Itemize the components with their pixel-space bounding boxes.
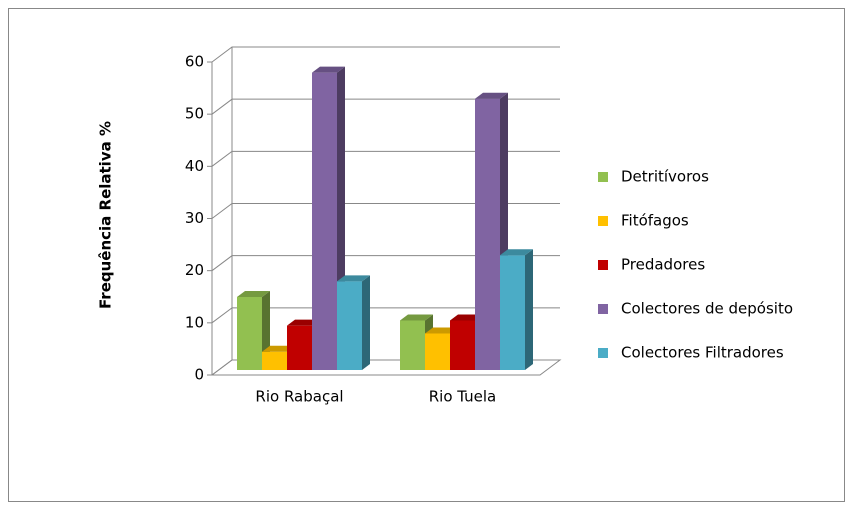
y-tick-label: 40 bbox=[185, 157, 204, 175]
bar-top bbox=[450, 314, 483, 321]
grid-line bbox=[211, 150, 560, 167]
legend-label: Colectores de depósito bbox=[621, 300, 793, 318]
legend-swatch bbox=[598, 304, 608, 314]
bar bbox=[475, 92, 508, 370]
legend-label: Detritívoros bbox=[621, 168, 709, 186]
bar-top bbox=[425, 327, 458, 334]
bar-front bbox=[500, 255, 525, 370]
bar-front bbox=[450, 320, 475, 370]
legend-swatch bbox=[598, 172, 608, 182]
bar-front bbox=[425, 333, 450, 370]
legend-swatch bbox=[598, 216, 608, 226]
bar-top bbox=[287, 319, 320, 326]
bar-top bbox=[262, 345, 295, 352]
legend-swatch bbox=[598, 260, 608, 270]
y-tick-label: 10 bbox=[185, 313, 204, 331]
grid-line bbox=[211, 46, 560, 63]
bar bbox=[337, 275, 370, 370]
bar-front bbox=[337, 281, 362, 370]
legend-label: Fitófagos bbox=[621, 212, 689, 230]
bar-front bbox=[475, 98, 500, 370]
bar-front bbox=[312, 72, 337, 371]
bar bbox=[500, 249, 533, 370]
bar-top bbox=[400, 314, 433, 321]
y-tick-label: 20 bbox=[185, 261, 204, 279]
bar-front bbox=[262, 351, 287, 370]
bar-front bbox=[237, 296, 262, 370]
bar-top bbox=[312, 66, 345, 73]
bar-top bbox=[237, 290, 270, 297]
bar-side bbox=[362, 275, 370, 370]
grid-line bbox=[211, 98, 560, 115]
grid-line bbox=[211, 255, 560, 272]
y-tick-label: 50 bbox=[185, 105, 204, 123]
grid-line bbox=[211, 307, 560, 324]
x-tick-label: Rio Tuela bbox=[429, 388, 497, 406]
bar-front bbox=[287, 325, 312, 370]
legend-label: Colectores Filtradores bbox=[621, 344, 784, 362]
y-axis-label: Frequência Relativa % bbox=[97, 121, 115, 309]
legend-swatch bbox=[598, 348, 608, 358]
y-tick-label: 0 bbox=[194, 366, 204, 384]
y-tick-label: 30 bbox=[185, 209, 204, 227]
grid-line bbox=[211, 203, 560, 219]
bar-top bbox=[337, 275, 370, 282]
bar-top bbox=[500, 249, 533, 256]
y-tick-label: 60 bbox=[185, 53, 204, 71]
bar-top bbox=[475, 92, 508, 99]
x-tick-label: Rio Rabaçal bbox=[255, 388, 343, 406]
chart-border bbox=[8, 8, 845, 502]
legend-label: Predadores bbox=[621, 256, 705, 274]
bar-side bbox=[525, 249, 533, 370]
bar-front bbox=[400, 320, 425, 370]
